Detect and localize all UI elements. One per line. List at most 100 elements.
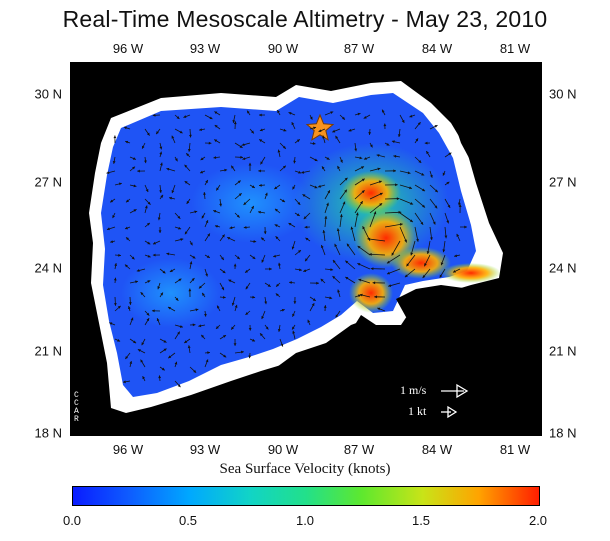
velocity-arrow-head bbox=[238, 193, 242, 197]
loop-current-north bbox=[341, 171, 401, 215]
velocity-arrow-head bbox=[305, 237, 309, 241]
velocity-arrow-head bbox=[442, 172, 446, 176]
velocity-arrow-head bbox=[169, 196, 172, 200]
bottom-tick-93w: 93 W bbox=[189, 442, 221, 457]
velocity-arrow-head bbox=[106, 171, 110, 175]
velocity-arrow-head bbox=[297, 201, 301, 205]
velocity-arrow-head bbox=[144, 160, 147, 164]
velocity-arrow-head bbox=[261, 259, 265, 263]
velocity-arrow-head bbox=[346, 243, 350, 247]
velocity-arrow-head bbox=[236, 256, 240, 260]
velocity-arrow-head bbox=[373, 211, 377, 215]
velocity-arrow-head bbox=[169, 269, 173, 272]
velocity-arrow-head bbox=[418, 160, 422, 163]
velocity-arrow-head bbox=[125, 356, 129, 360]
velocity-arrow-head bbox=[192, 255, 196, 259]
velocity-arrow-head bbox=[309, 116, 313, 120]
velocity-arrow-head bbox=[136, 269, 140, 272]
velocity-arrow-head bbox=[242, 157, 246, 160]
velocity-arrow-head bbox=[191, 278, 195, 281]
velocity-arrow-head bbox=[395, 183, 398, 187]
velocity-arrow-head bbox=[292, 326, 295, 330]
velocity-arrow-head bbox=[342, 201, 346, 205]
velocity-arrow-head bbox=[316, 281, 319, 285]
velocity-arrow-head bbox=[401, 119, 405, 123]
velocity-arrow-head bbox=[263, 231, 267, 235]
velocity-arrow-head bbox=[305, 258, 308, 262]
velocity-arrow-head bbox=[188, 288, 192, 292]
velocity-arrow-head bbox=[368, 132, 372, 135]
velocity-arrow-head bbox=[282, 145, 286, 149]
top-tick-96w: 96 W bbox=[112, 41, 144, 56]
logo-letter-a: A bbox=[74, 407, 79, 416]
velocity-arrow-head bbox=[241, 143, 245, 146]
velocity-arrow-head bbox=[334, 243, 338, 247]
velocity-arrow-head bbox=[152, 241, 156, 245]
velocity-arrow-head bbox=[222, 270, 226, 274]
velocity-arrow-head bbox=[282, 165, 286, 169]
velocity-arrow-head bbox=[269, 267, 272, 271]
velocity-arrow-head bbox=[320, 244, 324, 248]
velocity-arrow-head bbox=[432, 221, 436, 225]
velocity-arrow-head bbox=[207, 233, 210, 237]
velocity-arrow-head bbox=[345, 260, 349, 264]
velocity-arrow-head bbox=[322, 230, 326, 233]
velocity-arrow-head bbox=[223, 335, 227, 338]
velocity-arrow-head bbox=[367, 237, 371, 241]
velocity-arrow-head bbox=[288, 223, 292, 226]
velocity-arrow-head bbox=[458, 204, 462, 207]
velocity-arrow-head bbox=[452, 269, 456, 273]
velocity-arrow-head bbox=[178, 226, 182, 230]
velocity-arrow-head bbox=[159, 146, 163, 150]
velocity-arrow-head bbox=[161, 367, 165, 371]
velocity-arrow-head bbox=[137, 349, 141, 352]
velocity-arrow-head bbox=[198, 324, 202, 328]
velocity-arrow-head bbox=[127, 306, 131, 310]
speed-legend-ms: 1 m/s bbox=[400, 383, 427, 397]
velocity-arrow-head bbox=[179, 325, 183, 328]
velocity-arrow-head bbox=[248, 327, 252, 331]
velocity-arrow-head bbox=[415, 138, 419, 142]
velocity-arrow-head bbox=[409, 114, 413, 118]
velocity-arrow-head bbox=[124, 264, 128, 268]
velocity-arrow-head bbox=[264, 192, 268, 196]
velocity-arrow-head bbox=[457, 202, 461, 206]
velocity-arrow-head bbox=[378, 180, 382, 184]
bottom-tick-90w: 90 W bbox=[267, 442, 299, 457]
velocity-arrow-head bbox=[245, 312, 249, 315]
velocity-arrow-head bbox=[454, 254, 458, 258]
velocity-arrow-head bbox=[215, 326, 219, 329]
velocity-arrow-head bbox=[354, 148, 358, 152]
velocity-arrow-head bbox=[251, 205, 254, 209]
velocity-arrow-head bbox=[447, 204, 451, 208]
velocity-arrow-head bbox=[312, 142, 316, 145]
velocity-arrow-head bbox=[430, 174, 433, 178]
velocity-arrow-head bbox=[273, 254, 277, 258]
velocity-arrow bbox=[391, 240, 401, 256]
velocity-arrow-head bbox=[357, 263, 361, 266]
velocity-arrow-head bbox=[422, 204, 426, 208]
velocity-arrow-head bbox=[275, 293, 279, 297]
logo-letter-c1: C bbox=[74, 391, 79, 400]
top-tick-90w: 90 W bbox=[267, 41, 299, 56]
velocity-arrow-head bbox=[201, 215, 205, 219]
velocity-arrow-head bbox=[146, 312, 150, 316]
velocity-arrow-head bbox=[297, 250, 301, 253]
velocity-arrow-head bbox=[162, 270, 166, 274]
velocity-arrow-head bbox=[274, 208, 278, 212]
velocity-arrow-head bbox=[313, 126, 317, 130]
right-tick-24n: 24 N bbox=[549, 260, 577, 276]
velocity-arrow-head bbox=[278, 262, 281, 266]
velocity-arrow-head bbox=[137, 169, 140, 173]
velocity-arrow-head bbox=[200, 170, 204, 174]
velocity-arrow-head bbox=[195, 308, 199, 312]
velocity-arrow-head bbox=[147, 241, 151, 245]
velocity-arrow-head bbox=[160, 194, 164, 198]
velocity-arrow-head bbox=[456, 233, 460, 237]
velocity-arrow-head bbox=[259, 139, 263, 143]
velocity-arrow-head bbox=[113, 277, 117, 281]
bottom-tick-84w: 84 W bbox=[421, 442, 453, 457]
velocity-arrow-head bbox=[203, 313, 207, 317]
velocity-arrow-head bbox=[350, 226, 354, 230]
velocity-arrow-head bbox=[379, 203, 383, 207]
